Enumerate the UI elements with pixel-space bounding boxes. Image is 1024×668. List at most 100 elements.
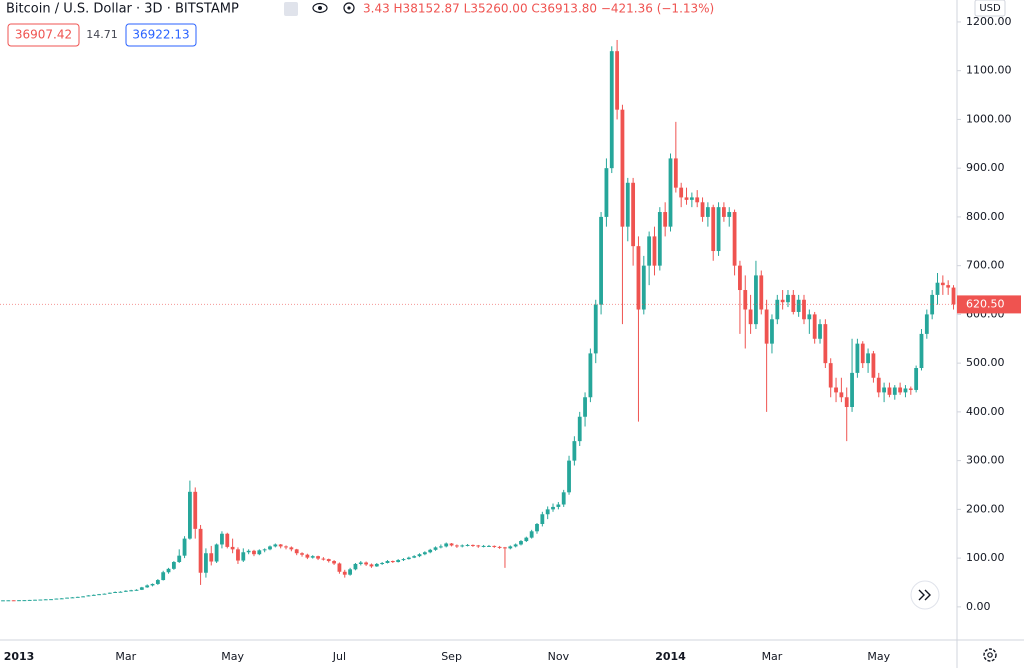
candle-body — [604, 168, 609, 217]
candle-body — [871, 353, 876, 378]
candle-body — [882, 387, 886, 393]
candle-body — [465, 544, 470, 546]
candle-body — [59, 598, 64, 600]
candle-body — [129, 590, 134, 592]
candle-body — [876, 377, 881, 393]
candle-body — [802, 299, 806, 320]
candle-body — [444, 543, 449, 547]
candle-body — [684, 197, 689, 200]
candle-body — [278, 544, 283, 547]
candle-body — [81, 596, 85, 598]
candle-body — [118, 591, 123, 593]
candle-body — [107, 592, 112, 594]
candle-body — [754, 275, 758, 325]
candle-body — [193, 491, 198, 529]
candle-body — [97, 594, 102, 596]
candle-body — [102, 593, 107, 595]
candle-body — [711, 207, 716, 252]
bid-box[interactable] — [7, 23, 80, 47]
bid-price: 36907.42 — [15, 28, 72, 42]
candle-body — [908, 388, 913, 390]
candle-body — [887, 387, 892, 395]
candle-body — [641, 265, 646, 310]
candle-body — [284, 546, 288, 548]
candle-body — [396, 560, 401, 563]
candle-body — [839, 392, 844, 398]
candle-body — [892, 387, 897, 395]
candle-body — [337, 563, 342, 572]
candle-body — [433, 547, 438, 550]
candle-body — [188, 491, 192, 539]
candle-body — [519, 541, 523, 545]
candle-body — [246, 550, 251, 553]
candle-body — [294, 549, 299, 554]
currency-box[interactable] — [974, 0, 1006, 17]
ask-box[interactable] — [125, 23, 197, 47]
candle-body — [150, 583, 155, 586]
spread: 14.71 — [86, 28, 118, 41]
candle-body — [700, 202, 705, 217]
candle-body — [764, 309, 769, 344]
x-tick-label: May — [867, 650, 890, 663]
candle-body — [668, 158, 673, 227]
candle-body — [358, 562, 363, 564]
y-tick-label: 500.00 — [966, 356, 1005, 369]
candle-body — [236, 549, 240, 561]
scroll-to-realtime[interactable] — [910, 580, 940, 610]
candle-body — [615, 51, 619, 110]
chart-settings-gear[interactable] — [983, 648, 997, 662]
candle-body — [139, 587, 144, 590]
x-tick-label: Nov — [548, 650, 570, 663]
candle-body — [540, 514, 545, 524]
candle-body — [476, 545, 481, 547]
candle-body — [198, 528, 203, 573]
candle-body — [727, 212, 732, 217]
candle-body — [230, 546, 235, 550]
header-bg — [0, 0, 362, 20]
plot-area — [1, 39, 956, 602]
candle-body — [818, 324, 822, 339]
candle-body — [6, 600, 11, 602]
candle-body — [535, 523, 539, 532]
candle-body — [225, 533, 230, 547]
candle-body — [385, 561, 390, 563]
candle-body — [342, 571, 347, 575]
candle-body — [380, 562, 385, 564]
candle-body — [567, 460, 571, 493]
candle-body — [17, 600, 21, 602]
candle-body — [1, 600, 5, 602]
candle-body — [657, 212, 662, 266]
candle-body — [748, 309, 753, 325]
candle-body — [374, 563, 379, 567]
y-tick-label: 1200.00 — [966, 15, 1012, 28]
candle-body — [850, 372, 854, 408]
candle-body — [860, 343, 865, 364]
settings-button[interactable] — [343, 2, 355, 14]
y-tick-label: 900.00 — [966, 161, 1005, 174]
candle-body — [738, 265, 742, 291]
visibility-toggle[interactable] — [312, 2, 328, 14]
candle-body — [716, 207, 721, 252]
candle-body — [401, 559, 406, 561]
candle-body — [924, 314, 929, 334]
candle-body — [823, 324, 828, 364]
candle-body — [171, 562, 176, 569]
candle-body — [545, 509, 550, 515]
candle-body — [460, 545, 465, 547]
candle-body — [866, 353, 870, 364]
candle-body — [348, 569, 352, 575]
candle-body — [844, 397, 849, 408]
candle-body — [332, 561, 336, 564]
candle-body — [241, 552, 246, 561]
y-tick-label: 0.00 — [966, 600, 991, 613]
candle-body — [316, 556, 320, 559]
candle-body — [364, 562, 369, 565]
x-tick-label: 2013 — [4, 650, 35, 663]
hide-button[interactable] — [284, 2, 298, 16]
candle-body — [177, 555, 182, 563]
candle-body — [775, 299, 780, 320]
candle-body — [428, 549, 433, 553]
candle-body — [310, 556, 315, 558]
candle-body — [369, 564, 374, 567]
